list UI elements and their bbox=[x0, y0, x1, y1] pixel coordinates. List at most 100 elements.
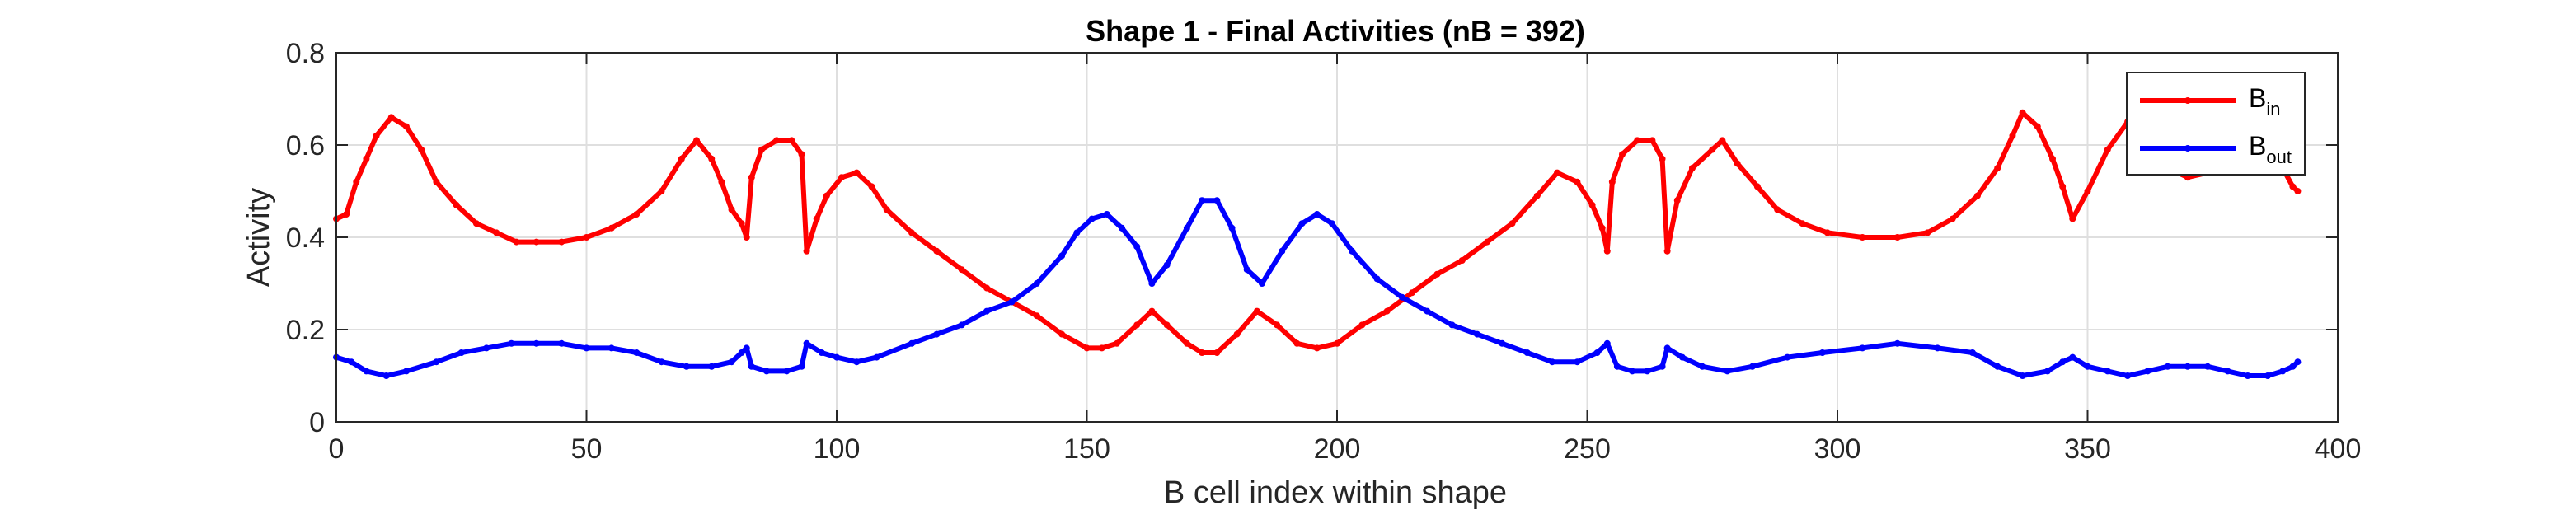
data-point bbox=[1103, 211, 1110, 218]
data-point bbox=[1649, 137, 1656, 144]
data-point bbox=[1973, 192, 1981, 199]
data-point bbox=[1008, 298, 1016, 306]
data-point bbox=[983, 284, 991, 292]
data-point bbox=[1859, 234, 1866, 241]
data-point bbox=[1424, 307, 1431, 315]
data-point bbox=[1523, 349, 1531, 356]
data-point bbox=[2244, 372, 2251, 379]
legend-marker-bout bbox=[2184, 145, 2191, 152]
data-point bbox=[558, 238, 565, 246]
data-point bbox=[853, 169, 861, 176]
data-point bbox=[1448, 321, 1456, 329]
data-point bbox=[1994, 363, 2001, 370]
y-tick-label: 0.8 bbox=[286, 38, 325, 69]
data-point bbox=[1574, 178, 1581, 185]
data-point bbox=[608, 224, 615, 232]
data-point bbox=[513, 238, 520, 246]
data-point bbox=[728, 358, 735, 366]
series-layer bbox=[333, 105, 2302, 379]
data-point bbox=[708, 363, 716, 370]
data-point bbox=[1893, 234, 1901, 241]
data-point bbox=[933, 247, 941, 255]
data-point bbox=[693, 137, 701, 144]
x-tick-label: 300 bbox=[1814, 433, 1861, 465]
data-point bbox=[1949, 215, 1956, 222]
data-point bbox=[1253, 307, 1260, 315]
data-point bbox=[1473, 330, 1480, 338]
data-point bbox=[983, 307, 991, 315]
legend-box bbox=[2126, 72, 2306, 176]
data-point bbox=[1603, 247, 1611, 255]
x-tick-label: 50 bbox=[571, 433, 603, 465]
data-point bbox=[818, 349, 825, 356]
data-point bbox=[2019, 109, 2026, 116]
data-point bbox=[2009, 132, 2016, 139]
data-point bbox=[2043, 368, 2051, 375]
data-point bbox=[803, 339, 810, 347]
data-point bbox=[1924, 229, 1931, 236]
data-point bbox=[2264, 372, 2272, 379]
data-point bbox=[493, 229, 500, 236]
data-point bbox=[1199, 197, 1206, 204]
axes-box bbox=[335, 52, 2339, 423]
data-point bbox=[583, 344, 590, 352]
data-point bbox=[1554, 169, 1561, 176]
chart-title: Shape 1 - Final Activities (nB = 392) bbox=[1086, 14, 1585, 48]
data-point bbox=[883, 206, 890, 213]
data-point bbox=[1613, 363, 1621, 370]
data-point bbox=[2204, 363, 2212, 370]
legend-label-bin: Bin bbox=[2249, 83, 2280, 119]
data-point bbox=[798, 151, 805, 158]
data-point bbox=[748, 363, 755, 370]
data-point bbox=[1148, 280, 1156, 287]
data-point bbox=[2069, 215, 2076, 222]
data-point bbox=[457, 349, 465, 356]
data-point bbox=[1499, 339, 1506, 347]
data-point bbox=[788, 137, 795, 144]
data-point bbox=[743, 344, 750, 352]
data-point bbox=[1784, 353, 1791, 361]
data-point bbox=[1058, 252, 1066, 260]
legend: Bin Bout bbox=[2126, 72, 2306, 176]
data-point bbox=[683, 363, 690, 370]
data-point bbox=[1748, 363, 1756, 370]
data-point bbox=[1574, 358, 1581, 366]
data-point bbox=[558, 339, 565, 347]
data-point bbox=[2084, 363, 2091, 370]
data-point bbox=[1774, 206, 1781, 213]
data-point bbox=[823, 192, 830, 199]
data-point bbox=[758, 146, 765, 153]
data-point bbox=[2019, 372, 2026, 379]
y-tick-label: 0.6 bbox=[286, 130, 325, 162]
data-point bbox=[1603, 339, 1611, 347]
data-point bbox=[933, 330, 941, 338]
data-point bbox=[402, 123, 410, 130]
series-line bbox=[334, 198, 2301, 378]
data-point bbox=[773, 137, 781, 144]
data-point bbox=[1373, 275, 1381, 283]
data-point bbox=[738, 220, 745, 227]
data-point bbox=[1133, 321, 1141, 329]
data-point bbox=[373, 132, 380, 139]
data-point bbox=[1148, 307, 1156, 315]
data-point bbox=[1724, 368, 1731, 375]
data-point bbox=[2104, 368, 2111, 375]
x-tick-label: 100 bbox=[814, 433, 861, 465]
series-line bbox=[334, 105, 2301, 355]
data-point bbox=[1509, 220, 1516, 227]
data-point bbox=[1098, 344, 1105, 352]
data-point bbox=[1083, 344, 1091, 352]
data-point bbox=[708, 155, 716, 162]
data-point bbox=[363, 155, 370, 162]
data-point bbox=[1588, 201, 1596, 208]
data-point bbox=[1968, 349, 1976, 356]
data-point bbox=[353, 178, 360, 185]
data-point bbox=[1659, 155, 1666, 162]
data-point bbox=[1753, 183, 1761, 190]
data-point bbox=[1719, 137, 1726, 144]
data-point bbox=[2294, 358, 2302, 366]
data-point bbox=[1258, 280, 1265, 287]
data-point bbox=[1709, 146, 1716, 153]
data-point bbox=[1118, 224, 1125, 232]
